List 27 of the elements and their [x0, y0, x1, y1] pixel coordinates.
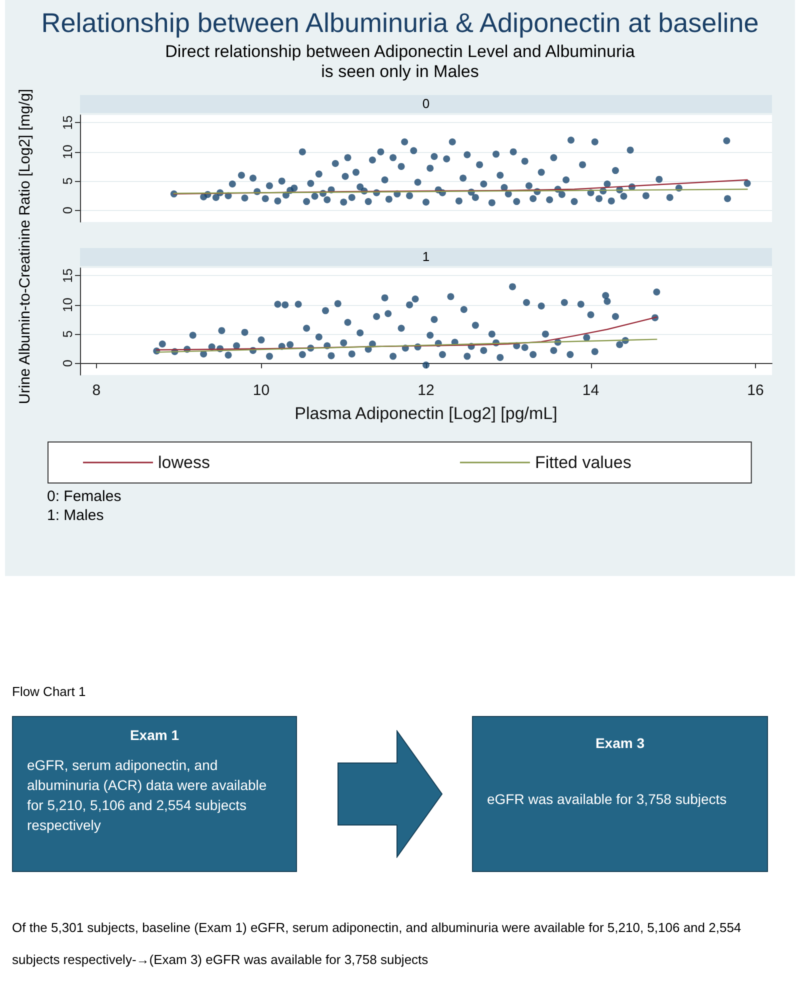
box: Exam 3 eGFR was available for 3,758 subjects	[472, 716, 768, 872]
x-tick-label: 12	[418, 382, 434, 399]
text: Of the 5,301 subjects, baseline (Exam 1) eGFR, serum adiponectin, and albuminuria were available for 5,210, 5,106 and 2,554 subjects respectively-→(Exam 3) eGFR was available for 3,758 subjects	[12, 920, 742, 967]
y-tick-label: 10	[60, 144, 75, 160]
x-tick-label: 14	[582, 382, 600, 399]
y-tick-label: 5	[60, 330, 75, 338]
text: 0	[80, 95, 772, 113]
legend-label: Fitted values	[534, 453, 632, 472]
y-axis-title: Urine Albumin-to-Creatinine Ratio [Log2] [mg/g]	[16, 88, 34, 406]
text: 0: Females	[47, 488, 122, 505]
y-tick-label: 15	[60, 115, 75, 130]
chart-subtitle: Direct relationship between Adiponectin Level and Albuminuria is seen only in Males	[164, 42, 636, 82]
y-tick-label: 5	[60, 177, 75, 185]
legend-label: lowess	[158, 453, 210, 472]
text: Flow Chart 1	[12, 684, 86, 699]
y-tick-label: 0	[60, 206, 75, 214]
x-tick-label: 10	[252, 382, 270, 399]
text: 1: Males	[47, 507, 104, 524]
box: Exam 1 eGFR, serum adiponectin, and albuminuria (ACR) data were available for 5,210, 5,106 and 2,554 subjects respectively	[12, 716, 297, 872]
y-tick-label: 15	[60, 268, 75, 283]
text: 1	[80, 248, 772, 266]
x-tick-label: 8	[92, 382, 101, 399]
y-tick-label: 0	[60, 360, 75, 367]
y-tick-label: 10	[60, 298, 75, 312]
chart-title: Relationship between Albuminuria & Adiponectin at baseline	[40, 8, 760, 39]
x-tick-label: 16	[747, 382, 764, 399]
x-axis-title: Plasma Adiponectin [Log2] [pg/mL]	[294, 404, 558, 423]
